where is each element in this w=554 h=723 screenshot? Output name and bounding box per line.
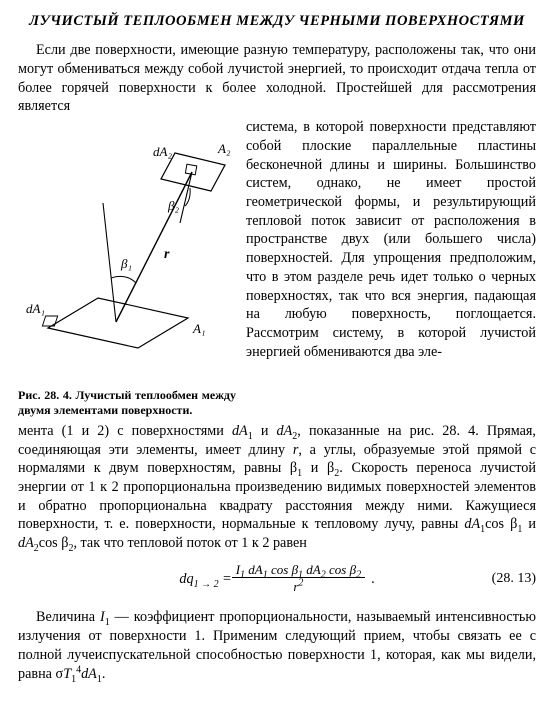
normal-2 bbox=[180, 172, 192, 223]
paragraph-last: Величина I1 — коэффициент пропорциональн… bbox=[18, 608, 536, 683]
eq-denominator: r2 bbox=[232, 578, 365, 596]
eq-numerator: I1 dA1 cos β1 dA2 cos β2 bbox=[232, 563, 365, 578]
label-r: r bbox=[164, 247, 170, 262]
eq-fraction: I1 dA1 cos β1 dA2 cos β2 r2 bbox=[232, 563, 365, 596]
element-da1 bbox=[42, 316, 57, 326]
label-da2: dA₂ bbox=[153, 144, 172, 159]
label-beta1: β₁ bbox=[120, 256, 132, 271]
section-title: ЛУЧИСТЫЙ ТЕПЛООБМЕН МЕЖДУ ЧЕРНЫМИ ПОВЕРХ… bbox=[18, 12, 536, 31]
label-da1: dA₁ bbox=[26, 301, 45, 316]
page: ЛУЧИСТЫЙ ТЕПЛООБМЕН МЕЖДУ ЧЕРНЫМИ ПОВЕРХ… bbox=[0, 0, 554, 723]
angle-beta1 bbox=[111, 276, 136, 283]
surface-a1 bbox=[48, 298, 188, 348]
ray-r bbox=[116, 172, 192, 322]
eq-lhs: dq1 → 2 = bbox=[179, 570, 231, 589]
normal-1 bbox=[103, 203, 116, 322]
label-beta2: β₂ bbox=[167, 198, 179, 213]
equation-28-13: dq1 → 2 = I1 dA1 cos β1 dA2 cos β2 r2 . … bbox=[18, 563, 536, 596]
paragraph-after-figure: мента (1 и 2) с поверхностями dA1 и dA2,… bbox=[18, 422, 536, 553]
eq-number: (28. 13) bbox=[492, 570, 536, 588]
figure-caption: Рис. 28. 4. Лучистый теплообмен между дв… bbox=[18, 388, 236, 418]
figure-28-4: A₁ A₂ dA₁ dA₂ β₁ β₂ r bbox=[18, 118, 236, 378]
eq-period: . bbox=[371, 570, 375, 589]
label-a1: A₁ bbox=[192, 321, 205, 336]
label-a2: A₂ bbox=[217, 141, 231, 156]
figure-column: A₁ A₂ dA₁ dA₂ β₁ β₂ r Рис. 28. 4. Лучист… bbox=[18, 118, 236, 418]
paragraph-intro: Если две поверхности, имеющие разную тем… bbox=[18, 41, 536, 116]
figure-and-text-block: A₁ A₂ dA₁ dA₂ β₁ β₂ r Рис. 28. 4. Лучист… bbox=[18, 118, 536, 418]
